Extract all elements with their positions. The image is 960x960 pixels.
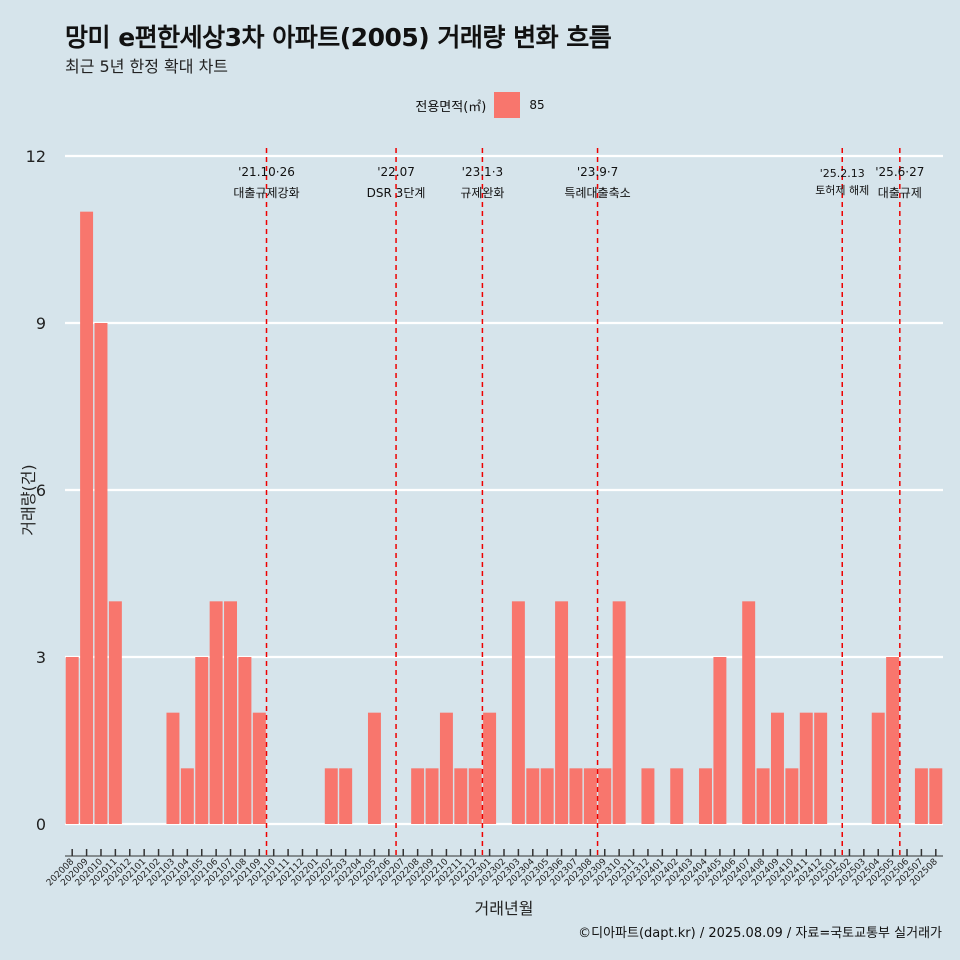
bar bbox=[180, 768, 194, 824]
bar bbox=[713, 657, 727, 824]
legend-title: 전용면적(㎡) bbox=[415, 99, 487, 115]
bar bbox=[612, 601, 626, 824]
bar bbox=[799, 712, 813, 824]
bar bbox=[468, 768, 482, 824]
event-label: 대출규제 bbox=[878, 186, 922, 200]
bar bbox=[555, 601, 569, 824]
bar bbox=[195, 657, 209, 824]
bar bbox=[511, 601, 525, 824]
event-label: 대출규제강화 bbox=[233, 186, 299, 200]
bar bbox=[886, 657, 900, 824]
chart-subtitle: 최근 5년 한정 확대 차트 bbox=[65, 57, 229, 76]
y-axis: 0 3 6 9 12 bbox=[26, 147, 46, 834]
y-tick-label: 9 bbox=[36, 314, 46, 333]
bar bbox=[209, 601, 223, 824]
bar bbox=[540, 768, 554, 824]
bar bbox=[65, 657, 79, 824]
legend: 전용면적(㎡) 85 bbox=[0, 92, 960, 118]
bar bbox=[526, 768, 540, 824]
bar bbox=[439, 712, 453, 824]
y-tick-label: 6 bbox=[36, 481, 46, 500]
event-date: '22.07 bbox=[377, 165, 415, 179]
bar bbox=[785, 768, 799, 824]
bar bbox=[224, 601, 238, 824]
legend-swatch bbox=[494, 92, 521, 118]
event-date: '23.1·3 bbox=[462, 165, 503, 179]
bar bbox=[425, 768, 439, 824]
event-date: '25.6·27 bbox=[875, 165, 924, 179]
event-label: 토허제 해제 bbox=[815, 183, 869, 197]
bar bbox=[699, 768, 712, 824]
event-date: '25.2.13 bbox=[820, 167, 865, 180]
bars bbox=[65, 211, 943, 824]
bar bbox=[583, 768, 597, 824]
bar bbox=[670, 768, 684, 824]
bar bbox=[339, 768, 353, 824]
bar bbox=[569, 768, 583, 824]
bar bbox=[252, 712, 266, 824]
bar bbox=[598, 768, 612, 824]
y-axis-title: 거래량(건) bbox=[19, 464, 38, 535]
chart-title: 망미 e편한세상3차 아파트(2005) 거래량 변화 흐름 bbox=[65, 23, 612, 52]
bar bbox=[411, 768, 425, 824]
bar bbox=[94, 323, 108, 824]
bar bbox=[80, 211, 94, 824]
bar bbox=[929, 768, 943, 824]
event-lines bbox=[265, 148, 901, 856]
bar bbox=[108, 601, 122, 824]
bar bbox=[367, 712, 381, 824]
bar bbox=[871, 712, 885, 824]
bar bbox=[756, 768, 770, 824]
event-label: DSR 3단계 bbox=[367, 186, 426, 200]
bar bbox=[454, 768, 468, 824]
event-annotations: '21.10·26 대출규제강화 '22.07 DSR 3단계 '23.1·3 규제완화 '… bbox=[233, 165, 924, 200]
bar bbox=[641, 768, 655, 824]
bar bbox=[166, 712, 180, 824]
x-axis-title: 거래년월 bbox=[475, 899, 534, 918]
event-date: '23.9·7 bbox=[577, 165, 618, 179]
bar bbox=[914, 768, 928, 824]
legend-label: 85 bbox=[529, 98, 545, 112]
event-label: 규제완화 bbox=[460, 186, 504, 200]
y-tick-label: 0 bbox=[36, 815, 46, 834]
bar bbox=[238, 657, 252, 824]
event-date: '21.10·26 bbox=[238, 165, 295, 179]
bar bbox=[814, 712, 828, 824]
bar bbox=[770, 712, 784, 824]
bar bbox=[742, 601, 756, 824]
event-label: 특례대출축소 bbox=[564, 186, 630, 200]
bar bbox=[324, 768, 338, 824]
bar bbox=[483, 712, 497, 824]
caption: ©디아파트(dapt.kr) / 2025.08.09 / 자료=국토교통부 실… bbox=[578, 926, 942, 941]
y-tick-label: 3 bbox=[36, 648, 46, 667]
x-axis: 2020082020092020102020112020122021012021… bbox=[45, 849, 943, 888]
y-tick-label: 12 bbox=[26, 147, 46, 166]
